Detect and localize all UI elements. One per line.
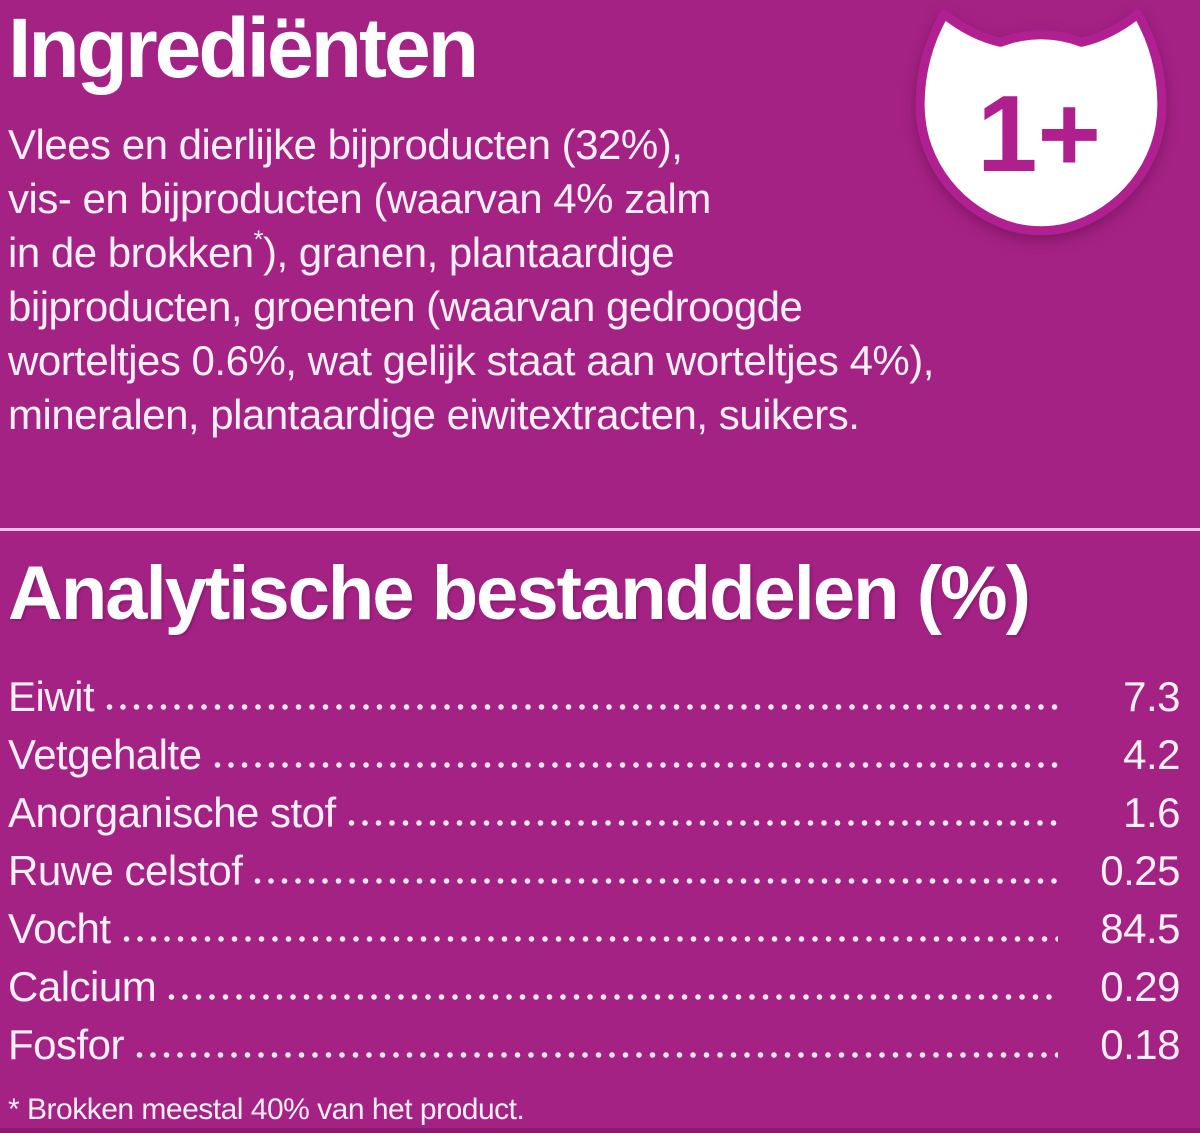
analysis-table: Eiwit 7.3 Vetgehalte 4.2 Anorganische st… [8,668,1181,1074]
row-label: Vetgehalte [8,731,202,778]
table-row: Vocht 84.5 [8,900,1181,958]
row-label: Anorganische stof [8,789,336,836]
dot-leader [213,760,1058,770]
ingredients-line: bijproducten, groenten (waarvan gedroogd… [8,283,803,330]
row-value: 84.5 [1100,905,1180,952]
analysis-title: Analytische bestanddelen (%) [8,551,1031,636]
row-label: Calcium [8,963,157,1010]
ingredients-title: Ingrediënten [8,1,479,95]
table-row: Ruwe celstof 0.25 [8,842,1181,900]
row-value: 7.3 [1123,673,1180,720]
table-row: Vetgehalte 4.2 [8,726,1181,784]
dot-leader [254,876,1058,886]
cat-head-icon: 1+ [915,9,1167,236]
table-row: Eiwit 7.3 [8,668,1181,726]
dot-leader [106,702,1058,712]
ingredients-line: vis- en bijproducten (waarvan 4% zalm [8,175,711,222]
row-label: Fosfor [8,1021,125,1068]
bottom-edge-shadow [0,1128,1200,1133]
row-value: 0.18 [1100,1021,1180,1068]
dot-leader [168,992,1058,1002]
row-value: 1.6 [1123,789,1180,836]
table-row: Fosfor 0.18 [8,1016,1181,1074]
table-row: Anorganische stof 1.6 [8,784,1181,842]
age-badge: 1+ [910,8,1172,238]
row-label: Ruwe celstof [8,847,243,894]
row-value: 0.25 [1100,847,1180,894]
ingredients-line: Vlees en dierlijke bijproducten (32%), [8,121,683,168]
ingredients-line: worteltjes 0.6%, wat gelijk staat aan wo… [8,337,934,384]
dot-leader [122,934,1058,944]
row-label: Vocht [8,905,111,952]
ingredients-line: mineralen, plantaardige eiwitextracten, … [8,391,860,438]
footnote: * Brokken meestal 40% van het product. [8,1093,525,1126]
age-badge-label: 1+ [977,73,1101,195]
section-divider [0,528,1200,531]
row-value: 0.29 [1100,963,1180,1010]
dot-leader [347,818,1058,828]
ingredients-line: in de brokken*), granen, plantaardige [8,226,675,276]
row-label: Eiwit [8,673,95,720]
dot-leader [136,1050,1058,1060]
row-value: 4.2 [1123,731,1180,778]
table-row: Calcium 0.29 [8,958,1181,1016]
ingredients-paragraph: Vlees en dierlijke bijproducten (32%), v… [8,118,1180,442]
